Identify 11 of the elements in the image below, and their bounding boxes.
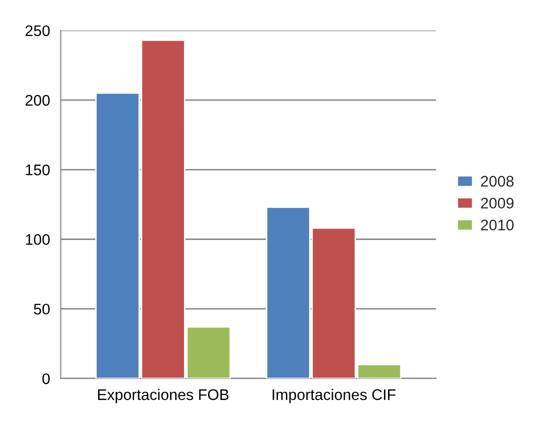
- y-tick-label: 200: [26, 94, 50, 106]
- legend-label: 2008: [481, 176, 514, 187]
- y-tick-label: 100: [26, 234, 50, 245]
- y-tick-label: 0: [42, 373, 50, 384]
- legend-label: 2010: [481, 220, 514, 230]
- x-tick-label: Importaciones CIF: [272, 388, 396, 404]
- legend-label: 2009: [481, 198, 514, 209]
- y-tick-label: 50: [34, 304, 50, 315]
- y-tick-label: 150: [26, 164, 50, 176]
- y-tick-label: 250: [26, 25, 50, 36]
- x-tick-label: Exportaciones FOB: [98, 388, 229, 404]
